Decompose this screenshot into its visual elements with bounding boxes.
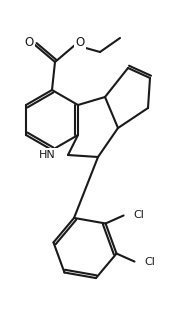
Text: Cl: Cl (145, 257, 155, 266)
Text: O: O (75, 37, 85, 49)
Text: O: O (24, 37, 34, 49)
Text: Cl: Cl (134, 210, 144, 220)
Text: HN: HN (39, 150, 56, 160)
